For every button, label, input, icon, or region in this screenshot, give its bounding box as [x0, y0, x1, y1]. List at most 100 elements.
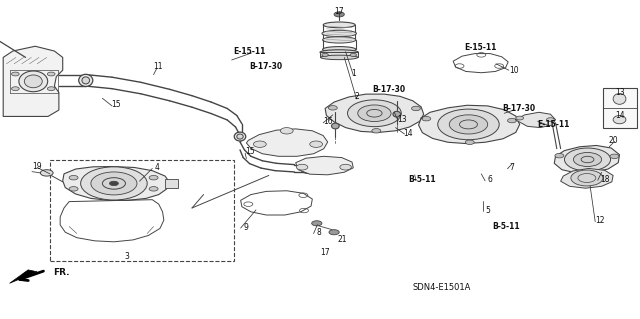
Circle shape	[465, 140, 474, 145]
Circle shape	[350, 53, 356, 56]
Text: 1: 1	[351, 69, 356, 78]
Text: B-5-11: B-5-11	[408, 175, 436, 184]
Polygon shape	[325, 94, 424, 132]
Ellipse shape	[332, 123, 339, 129]
Ellipse shape	[323, 37, 356, 43]
Polygon shape	[10, 270, 37, 283]
Text: 10: 10	[509, 66, 519, 75]
Circle shape	[12, 87, 19, 91]
Circle shape	[329, 230, 339, 235]
Text: B-17-30: B-17-30	[372, 85, 405, 94]
Circle shape	[334, 12, 344, 17]
Text: E-15-11: E-15-11	[234, 47, 266, 56]
Polygon shape	[246, 129, 328, 156]
Polygon shape	[3, 46, 63, 116]
Bar	[165, 179, 178, 188]
Circle shape	[109, 181, 118, 186]
Bar	[50, 160, 234, 261]
Text: 21: 21	[337, 235, 346, 244]
Polygon shape	[554, 145, 620, 173]
Text: 9: 9	[243, 223, 248, 232]
Circle shape	[12, 72, 19, 76]
Text: 11: 11	[154, 62, 163, 71]
Ellipse shape	[24, 75, 42, 88]
Ellipse shape	[322, 30, 356, 37]
Circle shape	[253, 141, 266, 147]
Text: 2: 2	[354, 93, 359, 101]
Ellipse shape	[613, 115, 626, 124]
Circle shape	[310, 141, 323, 147]
Circle shape	[422, 116, 431, 121]
Ellipse shape	[321, 55, 358, 60]
Circle shape	[438, 109, 499, 140]
Circle shape	[372, 129, 381, 133]
Circle shape	[555, 153, 564, 158]
Text: 17: 17	[334, 7, 344, 16]
Text: B-17-30: B-17-30	[249, 63, 282, 71]
Ellipse shape	[237, 134, 243, 139]
Polygon shape	[419, 105, 520, 144]
Ellipse shape	[323, 22, 355, 28]
Ellipse shape	[303, 166, 311, 171]
Text: E-15-11: E-15-11	[537, 120, 569, 129]
Ellipse shape	[82, 77, 90, 84]
Polygon shape	[515, 112, 556, 128]
Circle shape	[280, 128, 293, 134]
Text: 16: 16	[323, 117, 333, 126]
Ellipse shape	[320, 50, 358, 55]
Text: 12: 12	[596, 216, 605, 225]
Text: 18: 18	[600, 175, 609, 184]
Circle shape	[547, 118, 554, 122]
Circle shape	[449, 115, 488, 134]
Circle shape	[412, 106, 420, 111]
Text: 14: 14	[614, 111, 625, 120]
Polygon shape	[561, 168, 613, 188]
Text: B-17-30: B-17-30	[502, 104, 536, 113]
Text: 20: 20	[608, 137, 618, 145]
Circle shape	[322, 53, 328, 56]
Circle shape	[328, 106, 337, 110]
Circle shape	[69, 187, 78, 191]
Text: 14: 14	[403, 129, 413, 137]
Ellipse shape	[393, 111, 401, 117]
Text: 6: 6	[487, 175, 492, 184]
Circle shape	[40, 170, 53, 176]
Ellipse shape	[19, 71, 47, 92]
Text: 7: 7	[509, 163, 515, 172]
Circle shape	[47, 72, 55, 76]
Text: 8: 8	[316, 228, 321, 237]
Polygon shape	[63, 167, 170, 200]
Polygon shape	[296, 156, 353, 175]
Text: E-15-11: E-15-11	[464, 43, 496, 52]
Text: 13: 13	[614, 88, 625, 97]
Text: 15: 15	[244, 147, 255, 156]
Text: 15: 15	[111, 100, 121, 109]
Bar	[603, 88, 637, 128]
Circle shape	[508, 118, 516, 123]
Bar	[320, 52, 358, 57]
Circle shape	[358, 105, 391, 122]
Circle shape	[91, 172, 137, 195]
Circle shape	[149, 187, 158, 191]
Ellipse shape	[323, 47, 356, 52]
Text: 17: 17	[320, 248, 330, 256]
Circle shape	[571, 170, 603, 186]
Circle shape	[312, 221, 322, 226]
Circle shape	[69, 175, 78, 180]
Circle shape	[81, 167, 147, 200]
Ellipse shape	[613, 93, 626, 104]
Circle shape	[340, 164, 351, 170]
Ellipse shape	[79, 74, 93, 86]
Circle shape	[564, 148, 611, 171]
Text: 3: 3	[124, 252, 129, 261]
Text: FR.: FR.	[53, 268, 70, 277]
Text: 13: 13	[397, 115, 407, 124]
Circle shape	[348, 100, 401, 127]
Circle shape	[47, 87, 55, 91]
Circle shape	[516, 116, 524, 120]
Circle shape	[573, 152, 602, 167]
Ellipse shape	[234, 132, 246, 141]
Text: 4: 4	[154, 163, 159, 172]
Text: 19: 19	[32, 162, 42, 171]
Ellipse shape	[301, 164, 314, 173]
